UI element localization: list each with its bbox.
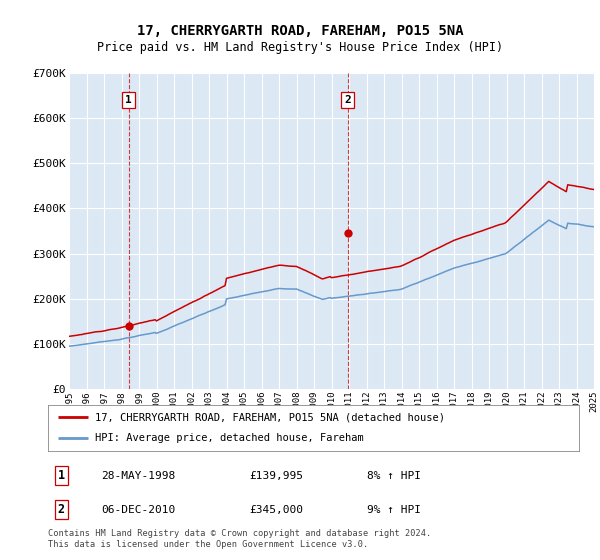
Text: HPI: Average price, detached house, Fareham: HPI: Average price, detached house, Fare… xyxy=(95,433,364,444)
Text: £345,000: £345,000 xyxy=(250,505,304,515)
Text: 28-MAY-1998: 28-MAY-1998 xyxy=(101,471,175,481)
Text: 17, CHERRYGARTH ROAD, FAREHAM, PO15 5NA: 17, CHERRYGARTH ROAD, FAREHAM, PO15 5NA xyxy=(137,24,463,38)
Text: Contains HM Land Registry data © Crown copyright and database right 2024.
This d: Contains HM Land Registry data © Crown c… xyxy=(48,529,431,549)
Text: 9% ↑ HPI: 9% ↑ HPI xyxy=(367,505,421,515)
Text: 1: 1 xyxy=(125,95,132,105)
Text: 8% ↑ HPI: 8% ↑ HPI xyxy=(367,471,421,481)
Text: 06-DEC-2010: 06-DEC-2010 xyxy=(101,505,175,515)
Text: Price paid vs. HM Land Registry's House Price Index (HPI): Price paid vs. HM Land Registry's House … xyxy=(97,41,503,54)
Text: 1: 1 xyxy=(58,469,65,482)
Text: 2: 2 xyxy=(344,95,351,105)
Text: 17, CHERRYGARTH ROAD, FAREHAM, PO15 5NA (detached house): 17, CHERRYGARTH ROAD, FAREHAM, PO15 5NA … xyxy=(95,412,445,422)
Text: £139,995: £139,995 xyxy=(250,471,304,481)
Text: 2: 2 xyxy=(58,503,65,516)
